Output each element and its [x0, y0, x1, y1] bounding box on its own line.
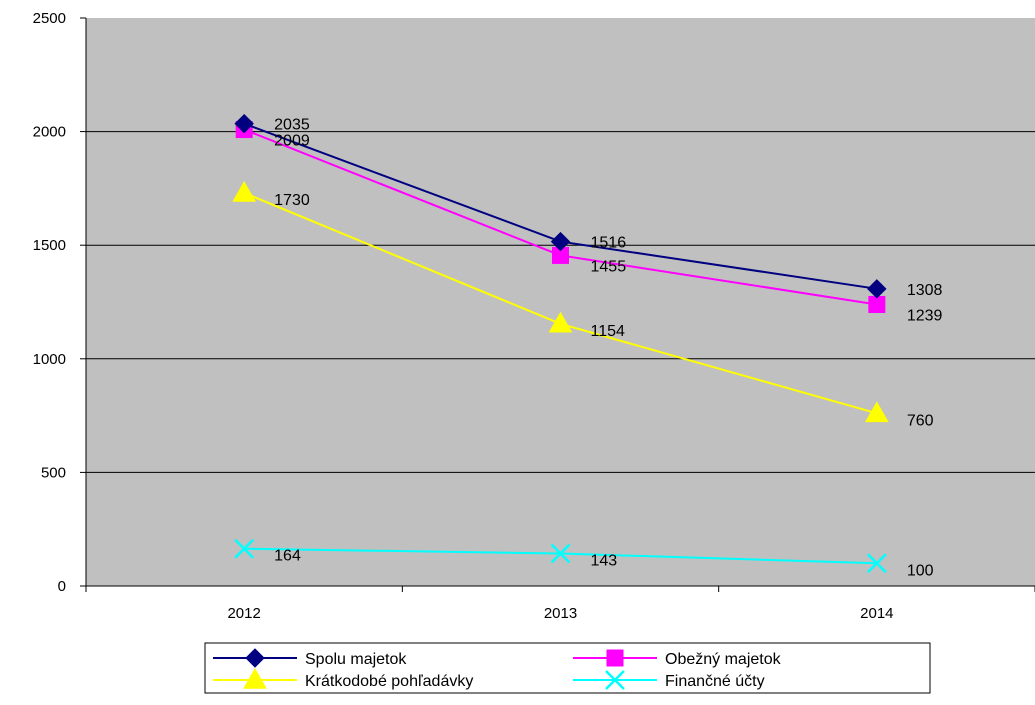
data-label: 2035: [274, 117, 310, 134]
legend: Spolu majetok Obežný majetok Krátkodobé po…: [204, 642, 931, 694]
data-point: [866, 553, 887, 574]
y-tick-label: 2000: [33, 124, 66, 141]
legend-item: Obežný majetok: [573, 649, 782, 668]
legend-marker: [243, 667, 267, 689]
data-point: [867, 279, 887, 299]
x-marker-stroke: [605, 670, 625, 690]
y-tick-label: 1500: [33, 237, 66, 254]
data-label: 1455: [591, 258, 627, 275]
data-label: 100: [907, 562, 934, 579]
legend-label: Spolu majetok: [305, 651, 407, 668]
data-label: 143: [591, 553, 618, 570]
axes: 0 500 1000 1500 2000 2500 2012 2013 2014: [33, 10, 1035, 622]
x-marker-stroke: [234, 538, 255, 559]
y-tick-label: 0: [58, 578, 66, 595]
series-3: [232, 180, 889, 423]
data-point: [550, 231, 571, 252]
x-tick-label: 2013: [544, 605, 577, 622]
legend-item: Finančné účty: [573, 670, 765, 690]
data-label: 164: [274, 548, 301, 565]
data-label: 1308: [907, 282, 943, 299]
data-label: 1239: [907, 307, 943, 324]
y-tick-label: 1000: [33, 351, 66, 368]
data-label: 1154: [591, 323, 626, 340]
data-point: [868, 295, 886, 313]
legend-item: Spolu majetok: [213, 648, 407, 668]
data-point: [234, 538, 255, 559]
data-point: [864, 401, 889, 423]
legend-label: Finančné účty: [665, 673, 765, 690]
data-labels: 2035 1516 1308 2009 1455 1239 1730 1154 760 164 14…: [274, 117, 942, 580]
y-tick-label: 2500: [33, 10, 66, 27]
x-tick-label: 2012: [227, 605, 260, 622]
legend-marker: [606, 649, 624, 667]
series-4: [234, 538, 887, 574]
data-label: 2009: [274, 133, 310, 150]
y-tick-label: 500: [41, 464, 66, 481]
data-point: [548, 311, 573, 333]
legend-box: [204, 642, 931, 694]
data-point: [232, 180, 257, 202]
legend-label: Obežný majetok: [665, 651, 782, 668]
x-marker-stroke: [550, 543, 571, 564]
data-point: [550, 543, 571, 564]
series-1: [234, 113, 887, 299]
legend-item: Krátkodobé pohľadávky: [213, 667, 473, 690]
legend-marker: [245, 648, 265, 668]
data-label: 1730: [274, 192, 310, 209]
data-label: 1516: [591, 235, 627, 252]
x-tick-label: 2014: [860, 605, 893, 622]
plot-area: [86, 18, 1035, 586]
legend-label: Krátkodobé pohľadávky: [305, 673, 473, 690]
data-point: [234, 113, 254, 134]
x-marker-stroke: [866, 553, 887, 574]
legend-marker: [605, 670, 625, 690]
data-label: 760: [907, 412, 934, 429]
series-layer: [232, 113, 889, 574]
